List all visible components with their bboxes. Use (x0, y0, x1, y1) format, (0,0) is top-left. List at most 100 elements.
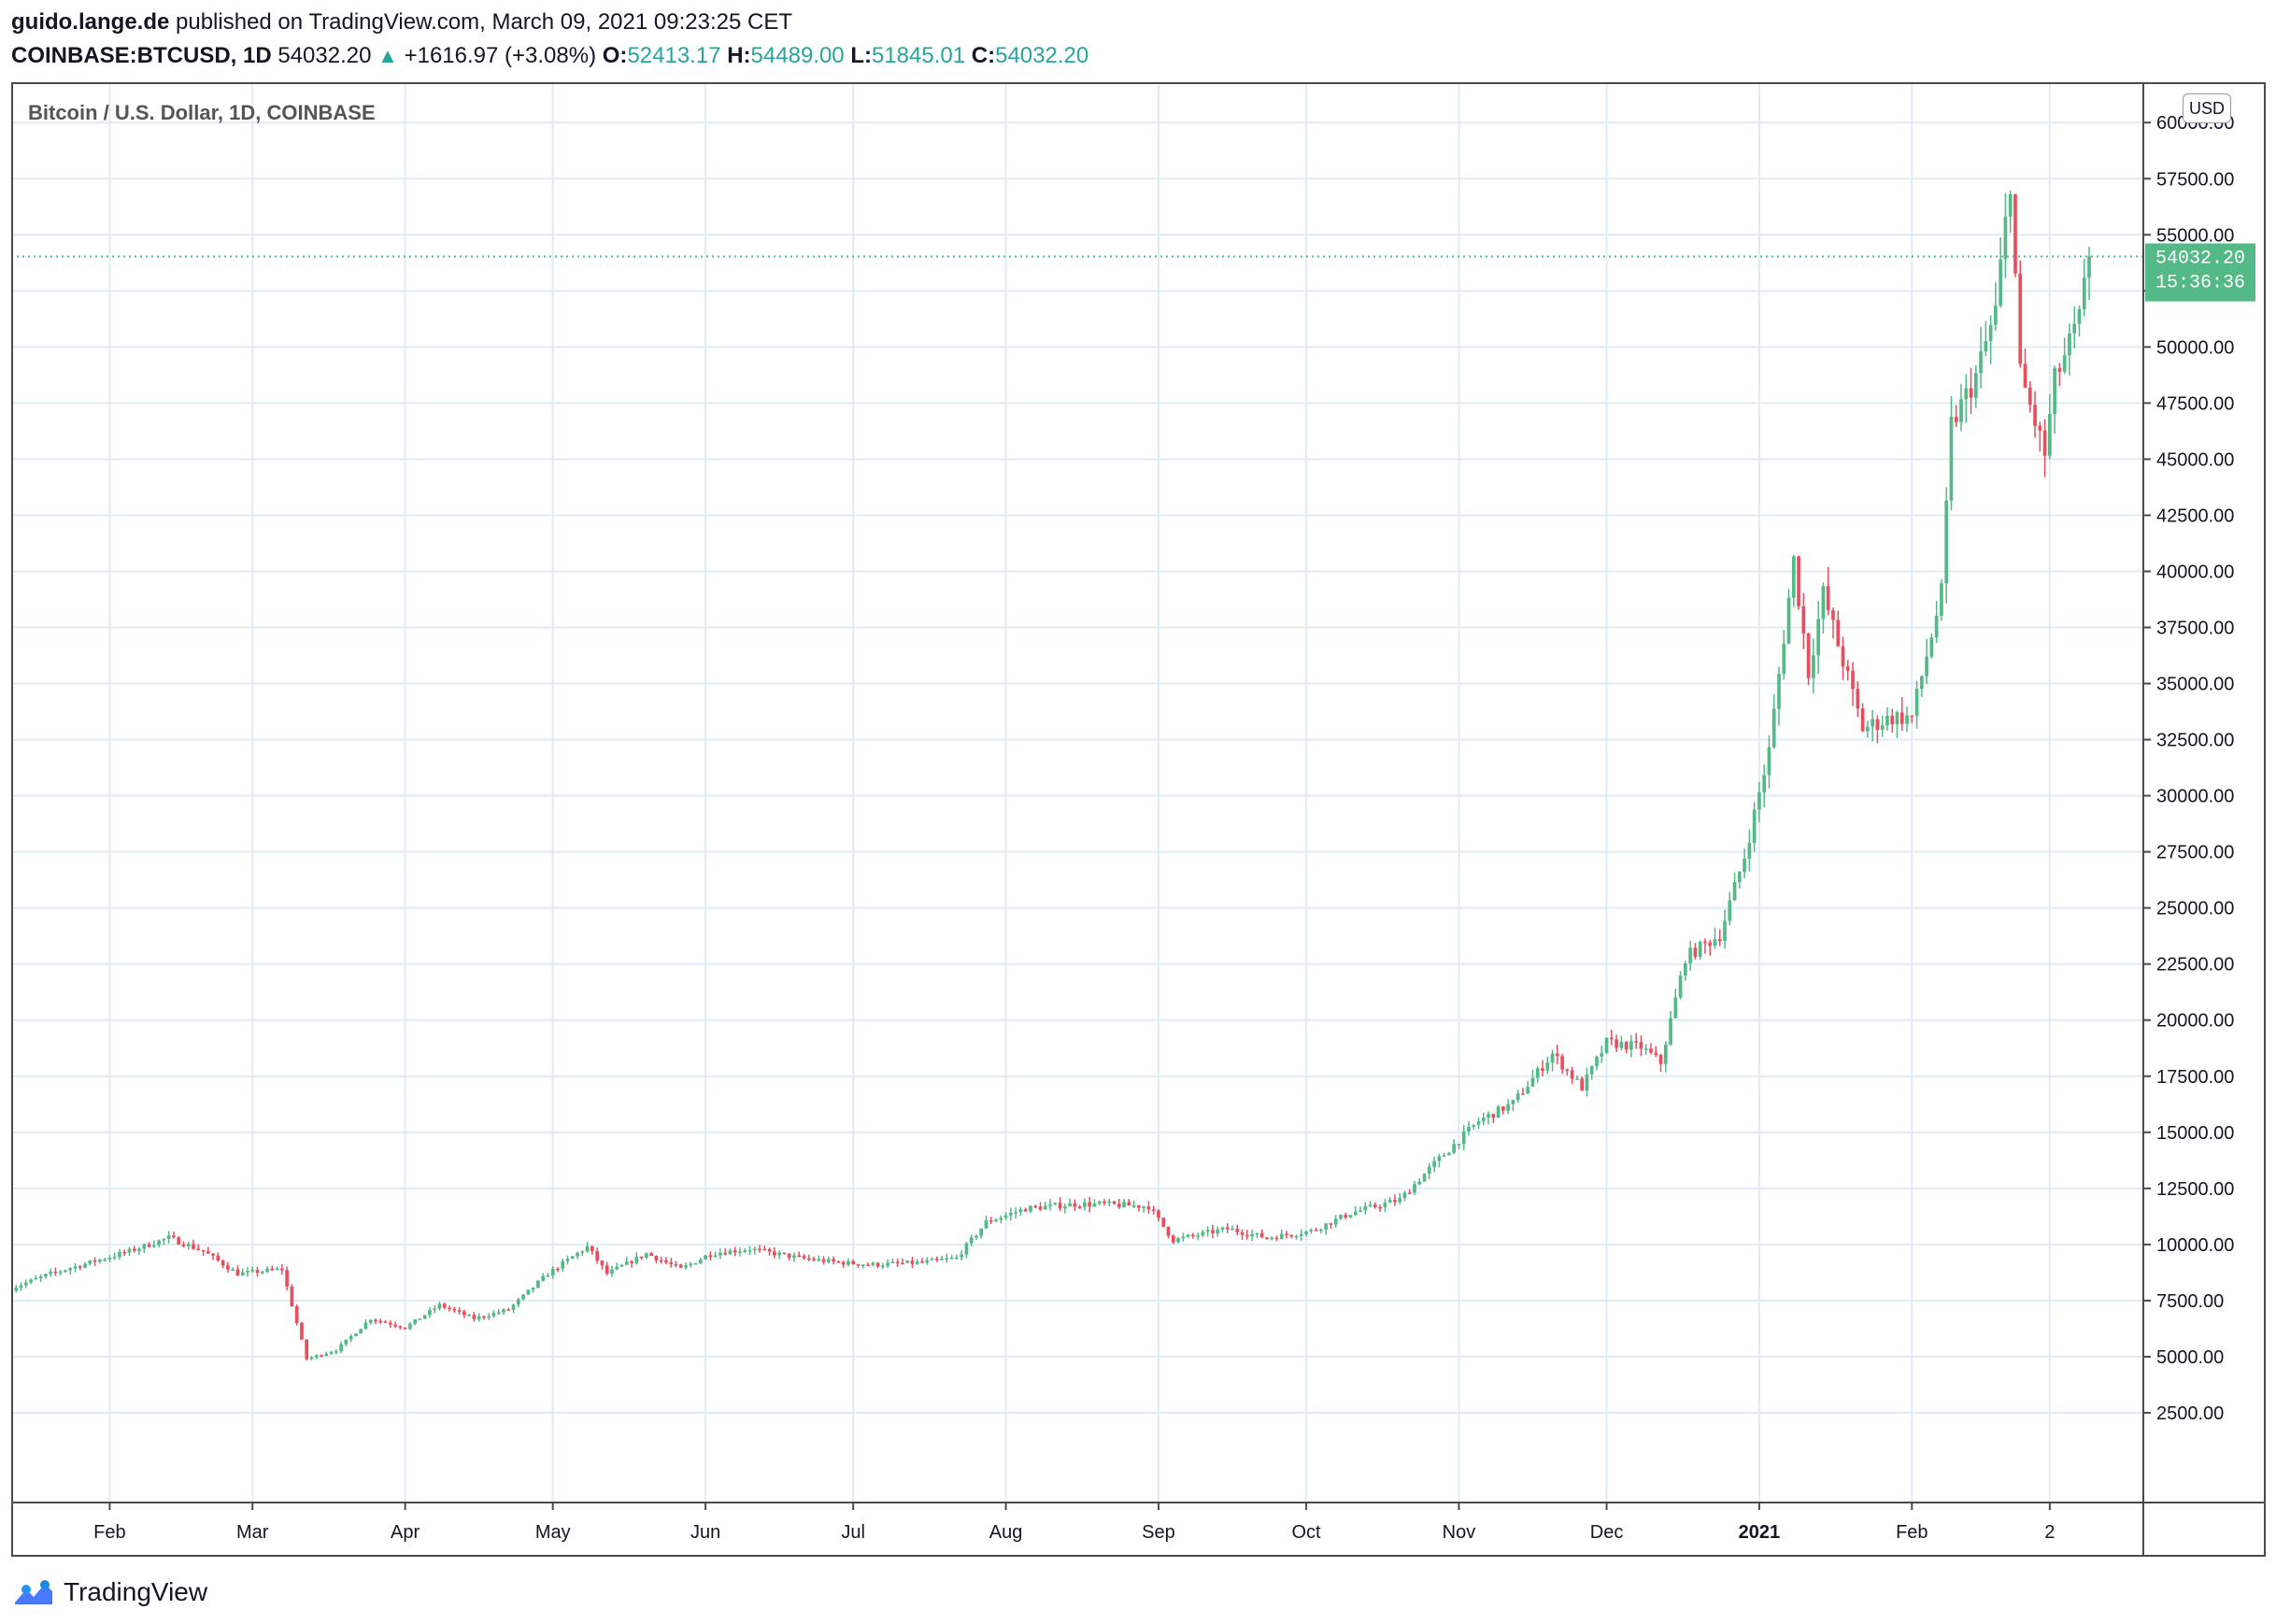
x-tick-label: Jul (841, 1522, 865, 1543)
candle-body (1545, 1062, 1550, 1071)
candle-body (2087, 256, 2091, 278)
candle-body (1629, 1041, 1633, 1050)
tradingview-logo-icon[interactable] (13, 1578, 54, 1606)
candle-body (1073, 1203, 1077, 1207)
candle-body (270, 1268, 275, 1271)
candle-body (600, 1261, 605, 1266)
candle-body (1890, 716, 1895, 725)
y-tick-label: 12500.00 (2156, 1179, 2234, 1200)
candle-body (88, 1260, 92, 1264)
candle-body (250, 1270, 255, 1272)
candle-body (969, 1237, 974, 1244)
y-tick-label: 47500.00 (2156, 393, 2234, 414)
candle-body (1885, 716, 1889, 726)
candle-body (1821, 586, 1826, 620)
candle-body (1294, 1235, 1299, 1238)
candle-body (1387, 1200, 1392, 1204)
candle-body (1176, 1238, 1180, 1243)
y-tick-label: 57500.00 (2156, 169, 2234, 190)
candle-body (2023, 363, 2027, 388)
candle-body (265, 1268, 269, 1272)
candle-body (206, 1251, 210, 1254)
candle-body (487, 1316, 491, 1318)
candle-body (1157, 1210, 1160, 1218)
candle-body (1333, 1218, 1338, 1225)
brand-name[interactable]: TradingView (64, 1577, 208, 1606)
candle-body (1088, 1202, 1092, 1207)
candle-body (1491, 1114, 1496, 1118)
candle-body (2042, 430, 2047, 456)
candle-body (1589, 1065, 1594, 1075)
candle-body (1250, 1233, 1254, 1236)
symbol-label: COINBASE:BTCUSD, 1D (11, 43, 272, 68)
candle-body (1871, 719, 1874, 727)
candle-body (1191, 1234, 1195, 1237)
candle-body (1791, 556, 1796, 598)
candle-body (1762, 775, 1767, 793)
candle-body (576, 1252, 579, 1257)
candle-body (1530, 1077, 1535, 1087)
candle-body (886, 1262, 889, 1266)
candle-body (142, 1244, 147, 1249)
candle-body (1137, 1205, 1141, 1208)
candle-body (1265, 1237, 1269, 1239)
candle-body (674, 1263, 678, 1266)
candle-body (1068, 1203, 1072, 1207)
candle-body (448, 1307, 451, 1309)
candle-body (1831, 610, 1835, 620)
candle-body (1003, 1215, 1008, 1218)
candle-body (502, 1309, 505, 1313)
candle-body (92, 1260, 97, 1262)
candle-body (920, 1261, 924, 1263)
candle-body (1856, 689, 1860, 709)
candle-body (49, 1271, 53, 1275)
y-tick-label: 45000.00 (2156, 449, 2234, 470)
candle-body (1550, 1053, 1555, 1063)
candle-body (1511, 1100, 1515, 1104)
candle-body (2048, 414, 2052, 456)
candle-body (1713, 939, 1717, 947)
candle-body (752, 1248, 757, 1251)
y-tick-label: 35000.00 (2156, 675, 2234, 695)
candle-body (684, 1265, 688, 1268)
author-link[interactable]: guido.lange.de (11, 9, 170, 35)
candle-body (659, 1260, 663, 1262)
candle-body (418, 1318, 422, 1320)
candle-body (619, 1264, 624, 1267)
candle-body (1826, 586, 1830, 611)
candle-body (1959, 399, 1963, 422)
candle-body (733, 1250, 737, 1253)
candle-body (1565, 1069, 1570, 1072)
candlestick-chart[interactable]: 2500.00 5000.00 7500.00 10000.00 12500.00 150… (11, 82, 2266, 1557)
candle-body (1048, 1204, 1052, 1206)
up-arrow-icon: ▲ (377, 44, 398, 67)
currency-badge[interactable]: USD (2183, 93, 2231, 123)
candle-body (880, 1265, 885, 1268)
candle-body (1018, 1209, 1023, 1213)
candle-body (1151, 1209, 1156, 1211)
candle-body (511, 1304, 516, 1310)
candle-body (1437, 1156, 1442, 1161)
y-tick-label: 22500.00 (2156, 955, 2234, 976)
time-axis[interactable]: Feb Mar Apr May Jun Jul Aug Sep Oct Nov Dec 2021 Feb… (93, 1503, 2055, 1543)
candle-body (344, 1339, 349, 1345)
candle-body (1698, 941, 1702, 958)
y-tick-label: 32500.00 (2156, 731, 2234, 751)
candle-body (2003, 216, 2008, 260)
candle-body (866, 1264, 870, 1266)
candle-body (2072, 323, 2077, 334)
y-tick-label: 40000.00 (2156, 562, 2234, 582)
candle-body (1363, 1206, 1368, 1211)
x-tick-label: 2 (2044, 1522, 2055, 1543)
candle-body (290, 1286, 294, 1307)
publish-line: guido.lange.de published on TradingView.… (11, 6, 2254, 39)
candle-body (1201, 1232, 1205, 1236)
candle-body (915, 1261, 919, 1264)
candle-body (1314, 1230, 1318, 1232)
price-axis[interactable]: 2500.00 5000.00 7500.00 10000.00 12500.00 150… (2143, 113, 2234, 1424)
candle-body (1688, 947, 1692, 964)
candle-body (226, 1265, 230, 1270)
candle-body (585, 1246, 590, 1252)
candle-body (1270, 1237, 1274, 1240)
candle-body (1053, 1203, 1058, 1204)
